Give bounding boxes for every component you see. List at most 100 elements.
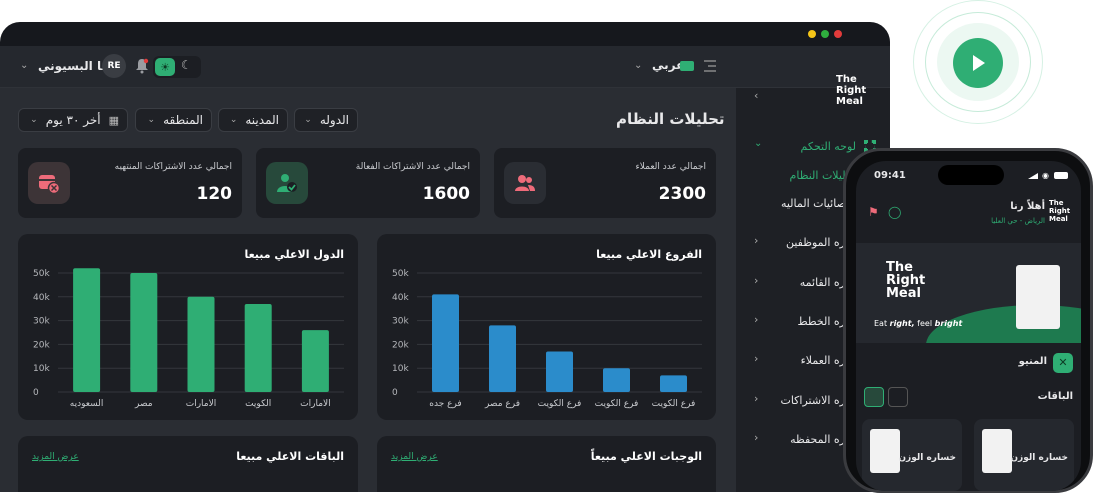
- stat-value: 1600: [422, 184, 470, 204]
- sidebar-item-employees[interactable]: اداره الموظفين ‹: [754, 234, 856, 249]
- chart-bar[interactable]: [244, 303, 272, 392]
- battery-icon: [1054, 172, 1068, 179]
- y-tick-label: 20k: [33, 340, 50, 350]
- chart-bar[interactable]: [603, 368, 630, 392]
- sidebar-item-subscriptions[interactable]: اداره الاشتراكات ‹: [754, 392, 856, 407]
- language-label[interactable]: عربي: [652, 58, 685, 72]
- x-tick-label: الامارات: [300, 399, 331, 409]
- promo-banner[interactable]: The Right Meal Eat right, feel bright: [856, 243, 1081, 343]
- x-tick-label: فرع مصر: [484, 399, 520, 409]
- x-tick-label: مصر: [134, 399, 153, 409]
- shopping-bag-icon: [1016, 265, 1060, 329]
- stat-value: 2300: [658, 184, 706, 204]
- package-name: خساره الوزن: [1010, 453, 1068, 463]
- theme-toggle[interactable]: ☀ ☾: [153, 56, 201, 78]
- list-view-icon[interactable]: [864, 387, 884, 407]
- top-countries-chart: 0 10k 20k 30k 40k 50k السعوديه مصر الامارات الكوي…: [33, 268, 344, 409]
- chart-bar[interactable]: [489, 325, 516, 392]
- chevron-left-icon: ‹: [754, 352, 759, 365]
- sidebar-item-plans[interactable]: اداره الخطط ‹: [754, 313, 856, 328]
- panel-title: الباقات الاعلي مبيعا: [236, 450, 344, 463]
- user-name[interactable]: رنا البسيوني: [38, 59, 113, 73]
- sidebar-item-menu[interactable]: اداره القائمه ‹: [754, 274, 856, 289]
- status-icons: ◉: [1028, 171, 1070, 180]
- x-tick-label: فرع الكويت: [652, 399, 696, 409]
- x-tick-label: السعوديه: [70, 399, 104, 409]
- main-content: تحليلات النظام الدوله ⌄ المدينه ⌄ المنطقه ⌄…: [0, 88, 736, 492]
- top-branches-chart: 0 10k 20k 30k 40k 50k فرع جده فرع مصر فرع الكويت…: [392, 269, 702, 409]
- chart-bar[interactable]: [432, 294, 459, 392]
- banner-tagline: Eat right, feel bright: [874, 319, 963, 328]
- chart-bar[interactable]: [660, 375, 687, 392]
- view-more-link[interactable]: عرض المزيد: [32, 452, 79, 462]
- shopping-bag-icon: [982, 429, 1012, 473]
- packages-label: الباقات: [1037, 391, 1073, 402]
- users-icon: [504, 162, 546, 204]
- chart-bar[interactable]: [187, 296, 215, 392]
- y-tick-label: 50k: [33, 269, 50, 279]
- shopping-bag-icon: [870, 429, 900, 473]
- top-header: ⌄ رنا البسيوني RE ☀ ☾ ⌄ عربي: [0, 46, 890, 88]
- expired-subscription-icon: [28, 162, 70, 204]
- sidebar-item-wallet[interactable]: اداره المحفظه ‹: [754, 431, 856, 446]
- region-filter[interactable]: المنطقه ⌄: [135, 108, 212, 132]
- sidebar-collapse-chevron-icon[interactable]: ‹: [754, 89, 759, 102]
- country-filter[interactable]: الدوله ⌄: [294, 108, 358, 132]
- support-headset-icon[interactable]: ◯: [888, 205, 902, 219]
- grid-view-icon[interactable]: [888, 387, 908, 407]
- view-more-link[interactable]: عرض المزيد: [391, 452, 438, 462]
- panel-title: الدول الاعلي مبيعا: [244, 248, 344, 261]
- chart-bar[interactable]: [546, 351, 573, 392]
- top-countries-panel: الدول الاعلي مبيعا 0 10k 20k 30k 40k 50k السعو…: [18, 234, 358, 420]
- package-name: خساره الوزن: [898, 453, 956, 463]
- x-tick-label: الامارات: [186, 399, 217, 409]
- chevron-down-icon: ⌄: [147, 115, 156, 125]
- sidebar-item-financial-stats[interactable]: احصائيات الماليه: [780, 197, 856, 210]
- sidebar-item-customers[interactable]: اداره العملاء ‹: [754, 352, 856, 367]
- chevron-left-icon: ‹: [754, 313, 759, 326]
- moon-icon[interactable]: ☾: [181, 58, 192, 72]
- top-packages-panel: الباقات الاعلي مبيعا عرض المزيد: [18, 436, 358, 492]
- phone-mockup: 09:41 ◉ ⚑ ◯ أهلاً رنا الرياض - حي العليا…: [843, 148, 1093, 493]
- x-tick-label: فرع الكويت: [538, 399, 582, 409]
- menu-icon[interactable]: ✕: [1053, 353, 1073, 373]
- chevron-down-icon: ⌄: [754, 138, 763, 149]
- package-card[interactable]: خساره الوزن: [862, 419, 962, 491]
- y-tick-label: 40k: [33, 293, 50, 303]
- greeting: أهلاً رنا: [1010, 201, 1045, 212]
- notification-bell-icon[interactable]: [135, 58, 149, 74]
- wifi-icon: ◉: [1042, 171, 1049, 180]
- menu-label[interactable]: المنيو: [1018, 356, 1047, 367]
- y-tick-label: 0: [33, 388, 39, 398]
- chevron-left-icon: ‹: [754, 431, 759, 444]
- play-video-button[interactable]: [913, 0, 1043, 124]
- dynamic-island: [938, 165, 1004, 185]
- chart-bar[interactable]: [73, 268, 101, 392]
- chevron-down-icon: ⌄: [30, 115, 38, 125]
- chart-bar[interactable]: [301, 330, 329, 392]
- chevron-left-icon: ‹: [754, 392, 759, 405]
- city-filter[interactable]: المدينه ⌄: [218, 108, 288, 132]
- collapse-menu-icon[interactable]: [703, 60, 717, 72]
- date-filter[interactable]: ▦ أخر ٣٠ يوم ⌄: [18, 108, 128, 132]
- chart-bar[interactable]: [130, 273, 158, 392]
- location[interactable]: الرياض - حي العليا: [991, 217, 1045, 225]
- app-window: ⌄ رنا البسيوني RE ☀ ☾ ⌄ عربي تحليلات الن…: [0, 22, 890, 492]
- x-tick-label: الكويت: [245, 399, 271, 409]
- sidebar-item-system-analytics[interactable]: تحليلات النظام: [789, 169, 856, 182]
- signal-icon: [1028, 173, 1038, 179]
- user-menu-chevron-icon[interactable]: ⌄: [20, 60, 29, 71]
- calendar-icon: ▦: [108, 113, 119, 127]
- window-close-button[interactable]: [834, 30, 842, 38]
- language-chevron-icon[interactable]: ⌄: [634, 60, 643, 71]
- notification-bell-icon[interactable]: ⚑: [868, 205, 879, 219]
- avatar[interactable]: RE: [102, 54, 126, 78]
- window-minimize-button[interactable]: [808, 30, 816, 38]
- window-maximize-button[interactable]: [821, 30, 829, 38]
- package-card[interactable]: خساره الوزن: [974, 419, 1074, 491]
- x-tick-label: فرع جده: [429, 399, 462, 409]
- stat-value: 120: [196, 184, 233, 204]
- sun-icon[interactable]: ☀: [155, 58, 175, 76]
- y-tick-label: 30k: [392, 317, 409, 327]
- banner-logo: The Right Meal: [886, 260, 926, 301]
